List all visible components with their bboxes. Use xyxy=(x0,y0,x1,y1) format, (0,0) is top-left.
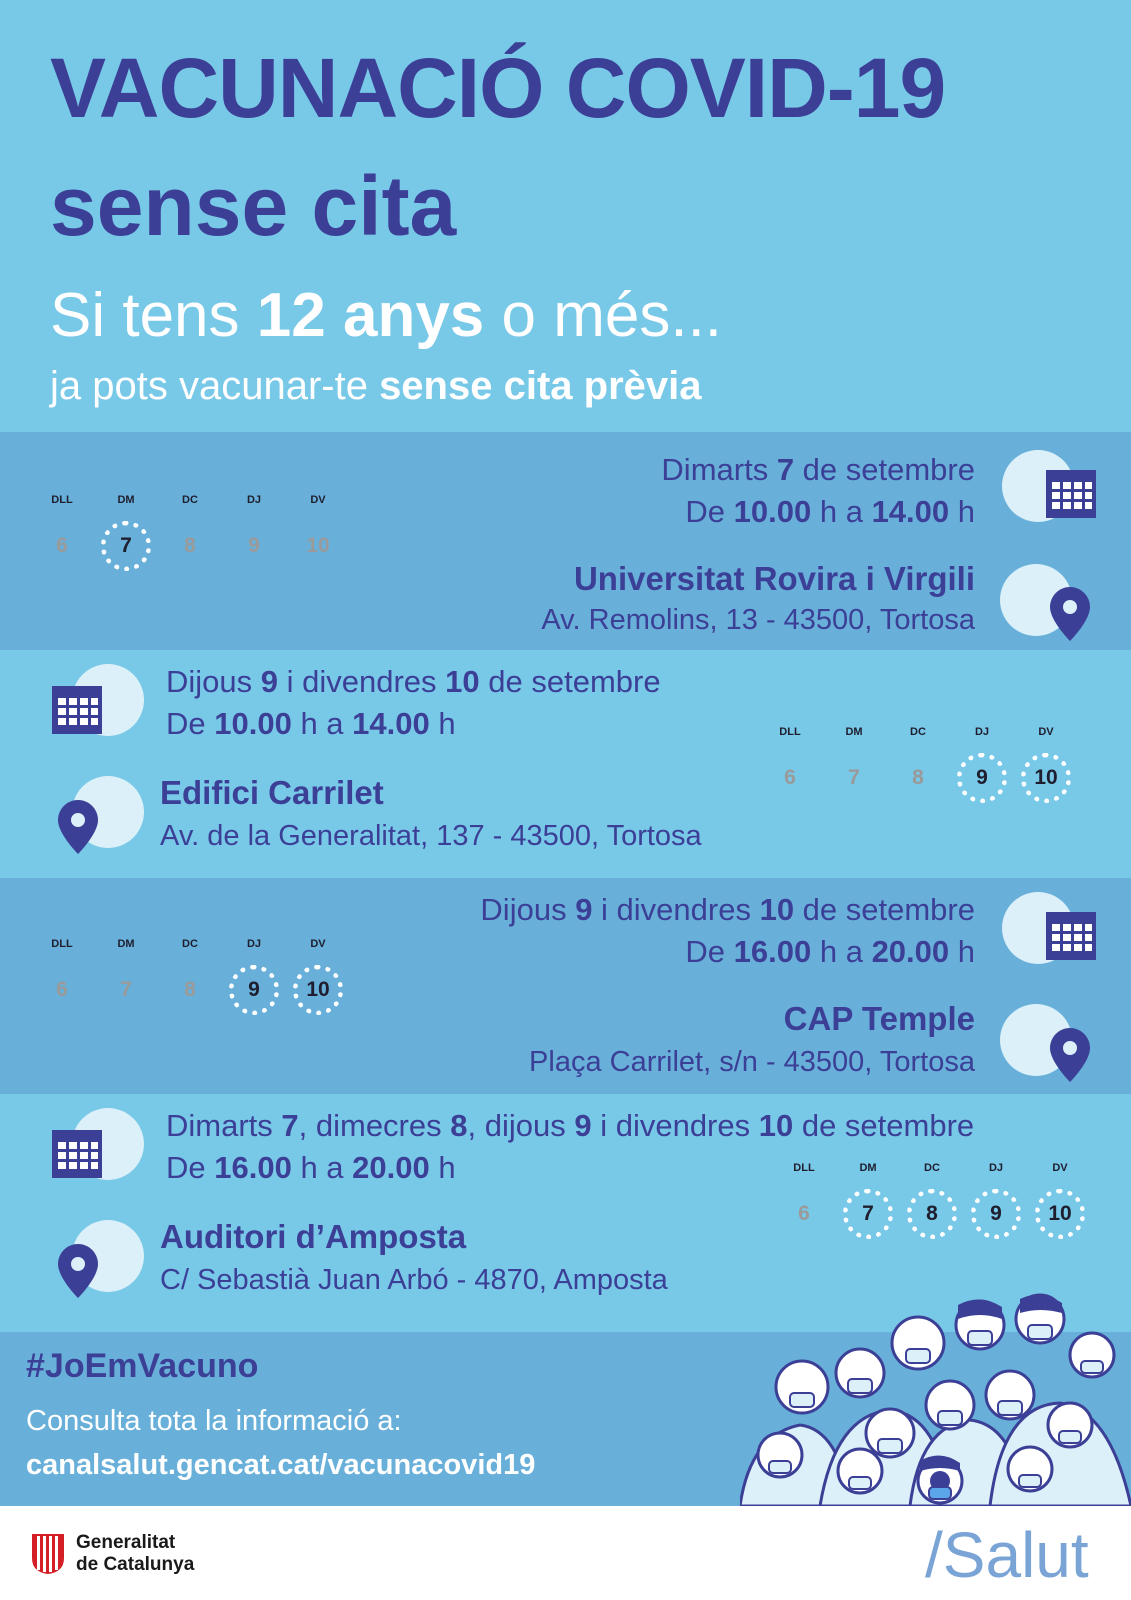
weekday-label: DJ xyxy=(988,1162,1004,1174)
weekday-label: DC xyxy=(910,726,926,738)
selected-day-ring xyxy=(907,1189,957,1239)
weekday-label: DLL xyxy=(779,726,801,738)
block1-date: Dimarts 7 de setembre xyxy=(661,452,975,487)
day-number: 7 xyxy=(848,766,860,789)
block2-date: Dijous 9 i divendres 10 de setembre xyxy=(166,664,661,699)
block1-place: Universitat Rovira i Virgili xyxy=(573,560,975,597)
day-number-selected: 9 xyxy=(976,766,988,789)
week-calendar-3: DLL DM DC DJ DV 6 7 8 9 10 xyxy=(32,938,352,1018)
selected-day-ring xyxy=(971,1189,1021,1239)
main-title: VACUNACIÓ COVID-19 xyxy=(50,41,946,135)
week-calendar-1: DLL DM DC DJ DV 6 7 8 9 10 xyxy=(32,494,352,574)
block2-place: Edifici Carrilet xyxy=(160,774,384,811)
day-number: 6 xyxy=(784,766,796,789)
brand-bar xyxy=(0,1506,1131,1600)
main-title-line2: sense cita xyxy=(50,159,457,253)
generalitat-logo-icon xyxy=(32,1534,64,1574)
day-number: 9 xyxy=(248,534,260,557)
day-number: 7 xyxy=(120,978,132,1001)
day-number-selected: 7 xyxy=(862,1202,874,1225)
weekday-label: DM xyxy=(117,938,135,950)
location-pin-icon xyxy=(58,800,98,854)
week-calendar-2: DLL DM DC DJ DV 6 7 8 9 10 xyxy=(760,726,1080,806)
weekday-label: DV xyxy=(310,938,326,950)
selected-day-ring xyxy=(957,753,1007,803)
day-number-selected: 9 xyxy=(248,978,260,1001)
calendar-icon xyxy=(1046,470,1096,518)
weekday-label: DM xyxy=(845,726,863,738)
age-headline: Si tens 12 anys o més... xyxy=(50,281,723,350)
selected-day-ring xyxy=(1021,753,1071,803)
generalitat-line1: Generalitat xyxy=(76,1532,176,1553)
weekday-label: DJ xyxy=(246,938,262,950)
day-number-selected: 10 xyxy=(1034,766,1058,789)
location-pin-icon xyxy=(1050,587,1090,641)
block4-time: De 16.00 h a 20.00 h xyxy=(166,1150,456,1185)
weekday-label: DV xyxy=(1052,1162,1068,1174)
schedule-block-2: Dijous 9 i divendres 10 de setembre De 1… xyxy=(0,650,1131,878)
block4-date: Dimarts 7, dimecres 8, dijous 9 i divend… xyxy=(166,1108,975,1143)
hashtag: #JoEmVacuno xyxy=(26,1347,259,1385)
calendar-icon xyxy=(1046,912,1096,960)
block1-time: De 10.00 h a 14.00 h xyxy=(685,494,975,529)
weekday-label: DC xyxy=(182,494,198,506)
block3-address: Plaça Carrilet, s/n - 43500, Tortosa xyxy=(529,1046,975,1078)
day-number: 6 xyxy=(56,978,68,1001)
schedule-block-4: Dimarts 7, dimecres 8, dijous 9 i divend… xyxy=(0,1094,1131,1332)
weekday-label: DC xyxy=(182,938,198,950)
weekday-label: DM xyxy=(859,1162,877,1174)
block2-address: Av. de la Generalitat, 137 - 43500, Tort… xyxy=(160,820,702,852)
selected-day-ring xyxy=(229,965,279,1015)
schedule-block-1: Dimarts 7 de setembre De 10.00 h a 14.00… xyxy=(0,432,1131,650)
hero-section: VACUNACIÓ COVID-19 sense cita Si tens 12… xyxy=(0,0,1131,432)
selected-day-ring xyxy=(293,965,343,1015)
weekday-label: DLL xyxy=(51,494,73,506)
block2-time: De 10.00 h a 14.00 h xyxy=(166,706,456,741)
day-number: 10 xyxy=(306,534,330,557)
generalitat-line2: de Catalunya xyxy=(76,1554,195,1575)
calendar-icon xyxy=(52,686,102,734)
block1-address: Av. Remolins, 13 - 43500, Tortosa xyxy=(541,604,975,636)
location-pin-icon xyxy=(1050,1028,1090,1082)
day-number-selected: 8 xyxy=(926,1202,938,1225)
day-number-selected: 10 xyxy=(306,978,330,1001)
salut-logo: /Salut xyxy=(925,1519,1089,1591)
selected-day-ring xyxy=(101,521,151,571)
masked-people-illustration xyxy=(740,1293,1131,1506)
weekday-label: DLL xyxy=(793,1162,815,1174)
schedule-block-3: Dijous 9 i divendres 10 de setembre De 1… xyxy=(0,878,1131,1094)
day-number-selected: 10 xyxy=(1048,1202,1072,1225)
block3-date: Dijous 9 i divendres 10 de setembre xyxy=(480,892,975,927)
day-number: 8 xyxy=(184,534,196,557)
info-url-link[interactable]: canalsalut.gencat.cat/vacunacovid19 xyxy=(26,1449,536,1481)
location-pin-icon xyxy=(58,1244,98,1298)
weekday-label: DV xyxy=(1038,726,1054,738)
block3-place: CAP Temple xyxy=(783,1000,975,1037)
block4-address: C/ Sebastià Juan Arbó - 4870, Amposta xyxy=(160,1264,668,1296)
day-number-selected: 7 xyxy=(120,534,132,557)
selected-day-ring xyxy=(843,1189,893,1239)
block3-time: De 16.00 h a 20.00 h xyxy=(685,934,975,969)
day-number: 6 xyxy=(56,534,68,557)
calendar-icon xyxy=(52,1130,102,1178)
no-appointment-text: ja pots vacunar-te sense cita prèvia xyxy=(50,364,702,408)
weekday-label: DC xyxy=(924,1162,940,1174)
day-number: 8 xyxy=(184,978,196,1001)
selected-day-ring xyxy=(1035,1189,1085,1239)
day-number: 8 xyxy=(912,766,924,789)
weekday-label: DLL xyxy=(51,938,73,950)
weekday-label: DJ xyxy=(246,494,262,506)
day-number-selected: 9 xyxy=(990,1202,1002,1225)
weekday-label: DV xyxy=(310,494,326,506)
week-calendar-4: DLL DM DC DJ DV 6 7 8 9 10 xyxy=(774,1162,1094,1242)
weekday-label: DJ xyxy=(974,726,990,738)
block4-place: Auditori d’Amposta xyxy=(160,1218,467,1255)
generalitat-wordmark: Generalitat de Catalunya xyxy=(76,1532,194,1576)
day-number: 6 xyxy=(798,1202,810,1225)
weekday-label: DM xyxy=(117,494,135,506)
info-prompt: Consulta tota la informació a: xyxy=(26,1405,402,1437)
